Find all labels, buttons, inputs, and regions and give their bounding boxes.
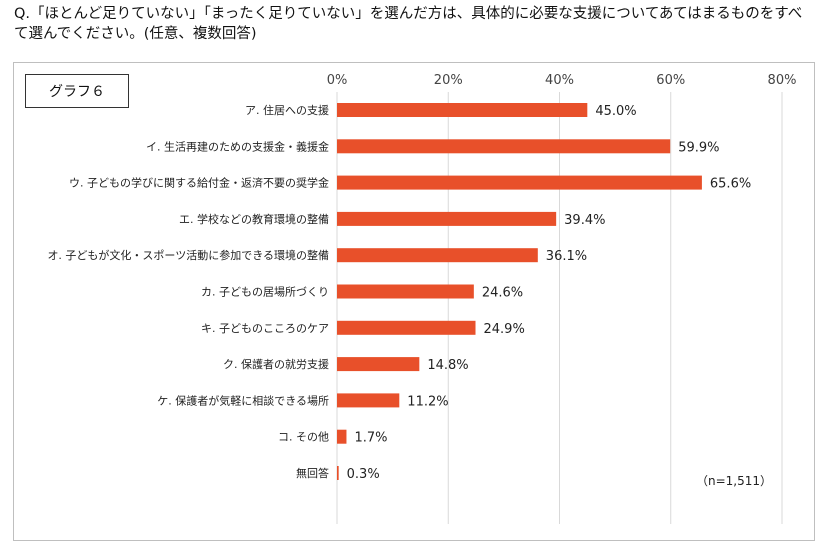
x-tick-label: 40% [545,73,574,88]
value-label: 45.0% [595,104,636,119]
bar [337,248,538,263]
bar [337,211,557,226]
category-label: 無回答 [296,466,329,480]
x-tick-label: 0% [327,73,348,88]
value-label: 14.8% [427,358,468,373]
graph-label: グラフ６ [25,74,129,108]
bar [337,103,588,117]
bar [337,175,702,190]
value-label: 59.9% [678,140,719,155]
x-tick-label: 20% [434,73,463,88]
value-label: 24.9% [484,322,525,337]
x-tick-label: 60% [656,73,685,88]
question-text: Q.「ほとんど足りていない」「まったく足りていない」を選んだ方は、具体的に必要な… [14,6,803,42]
category-label: オ. 子どもが文化・スポーツ活動に参加できる環境の整備 [47,248,329,262]
category-label: ク. 保護者の就労支援 [223,357,329,371]
value-label: 1.7% [354,431,387,446]
bar [337,139,671,154]
value-label: 36.1% [546,249,587,264]
value-label: 24.6% [482,286,523,301]
category-label: ウ. 子どもの学びに関する給付金・返済不要の奨学金 [69,176,329,190]
category-label: コ. その他 [278,431,329,444]
bar [337,429,347,444]
bar [337,284,474,299]
value-label: 65.6% [710,177,751,192]
bar [337,466,339,480]
category-label: カ. 子どもの居場所づくり [201,286,329,299]
bar [337,393,400,408]
bar [337,357,420,372]
category-label: ア. 住居への支援 [245,103,329,117]
chart-frame [13,62,815,541]
category-label: イ. 生活再建のための支援金・義援金 [146,139,329,153]
category-label: キ. 子どものこころのケア [201,322,329,335]
category-label: エ. 学校などの教育環境の整備 [179,212,329,226]
value-label: 39.4% [564,213,605,228]
value-label: 0.3% [347,467,380,482]
x-tick-label: 80% [768,73,797,88]
bar [337,320,476,335]
category-label: ケ. 保護者が気軽に相談できる場所 [157,393,329,407]
value-label: 11.2% [407,394,448,409]
sample-size-note: （n=1,511） [696,474,773,488]
